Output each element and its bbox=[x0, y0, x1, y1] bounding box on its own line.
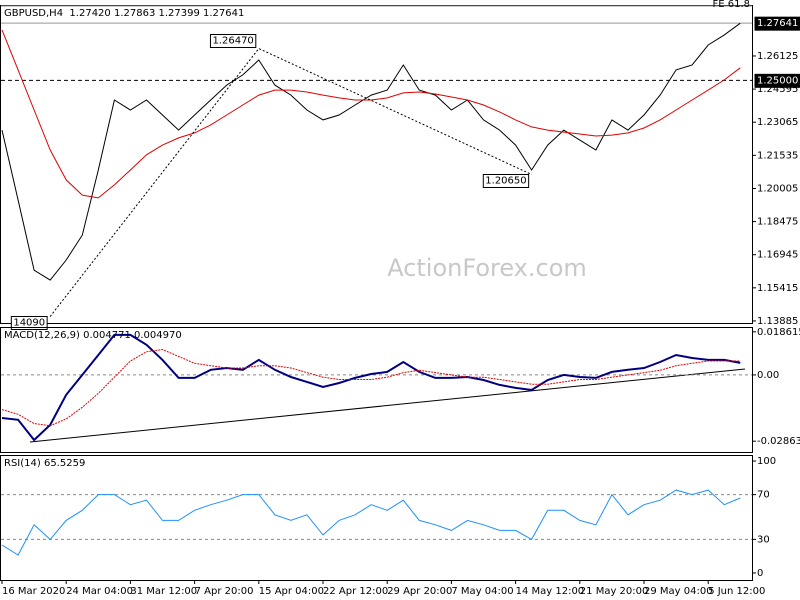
x-tick-label: 5 Jun 12:00 bbox=[708, 586, 765, 597]
y-tick-label: 1.16945 bbox=[757, 250, 798, 261]
series-line bbox=[1, 29, 741, 199]
x-tick-label: 7 Apr 20:00 bbox=[195, 586, 254, 597]
y-tick-label: 1.26125 bbox=[757, 51, 798, 62]
y-tick-label: 30 bbox=[757, 534, 770, 545]
x-tick-label: 15 Apr 04:00 bbox=[259, 586, 324, 597]
panel-frame bbox=[0, 327, 753, 453]
x-tick-label: 21 May 20:00 bbox=[580, 586, 649, 597]
annotation-label: 1.26470 bbox=[212, 36, 253, 47]
series-line bbox=[1, 22, 741, 281]
y-tick-label: 0.00 bbox=[757, 370, 779, 381]
x-tick-label: 22 Apr 12:00 bbox=[323, 586, 388, 597]
y-tick-label: 1.20005 bbox=[757, 183, 798, 194]
panel-title: GBPUSD,H4 1.27420 1.27863 1.27399 1.2764… bbox=[4, 8, 244, 19]
annotation-label: 14090 bbox=[13, 318, 45, 329]
y-tick-label: 1.21535 bbox=[757, 150, 798, 161]
x-tick-label: 7 May 04:00 bbox=[451, 586, 513, 597]
series-line bbox=[1, 348, 741, 427]
label-box bbox=[482, 173, 530, 188]
y-tick-label: 1.13885 bbox=[757, 316, 798, 327]
y-tick-label: 70 bbox=[757, 490, 770, 501]
label-box bbox=[10, 316, 48, 331]
panel-frame bbox=[0, 455, 753, 581]
watermark: ActionForex.com bbox=[387, 254, 587, 282]
label-box bbox=[754, 16, 800, 31]
x-tick-label: 24 Mar 04:00 bbox=[66, 586, 133, 597]
x-tick-label: 31 Mar 12:00 bbox=[130, 586, 197, 597]
y-tick-label: 1.23065 bbox=[757, 117, 798, 128]
y-tick-label: 1.15415 bbox=[757, 283, 798, 294]
y-tick-label: -0.028631 bbox=[757, 436, 800, 447]
panel-frame bbox=[0, 5, 753, 324]
y-tick-label: 1.18475 bbox=[757, 217, 798, 228]
y-tick-label: 0 bbox=[757, 568, 763, 579]
label-box bbox=[754, 73, 800, 88]
panel-title: RSI(14) 65.5259 bbox=[4, 458, 85, 469]
y-tick-label: 1.24595 bbox=[757, 84, 798, 95]
trend-line bbox=[49, 47, 532, 317]
series-line bbox=[1, 333, 741, 442]
series-line bbox=[1, 489, 741, 556]
x-tick-label: 16 Mar 2020 bbox=[2, 586, 65, 597]
x-tick-label: 29 May 04:00 bbox=[644, 586, 713, 597]
price-level-label: 1.25000 bbox=[757, 75, 798, 86]
label-box bbox=[209, 34, 257, 49]
x-tick-label: 29 Apr 20:00 bbox=[387, 586, 452, 597]
price-level-label: 1.27641 bbox=[757, 18, 798, 29]
y-tick-label: 100 bbox=[757, 456, 776, 467]
y-tick-label: 0.018615 bbox=[757, 327, 800, 338]
panel-title: MACD(12,26,9) 0.004771 0.004970 bbox=[4, 330, 182, 341]
annotation-label: 1.20650 bbox=[485, 175, 526, 186]
macd-trendline bbox=[29, 368, 746, 443]
x-tick-label: 14 May 12:00 bbox=[516, 586, 585, 597]
fe-label: FE 61.8 bbox=[712, 0, 750, 10]
